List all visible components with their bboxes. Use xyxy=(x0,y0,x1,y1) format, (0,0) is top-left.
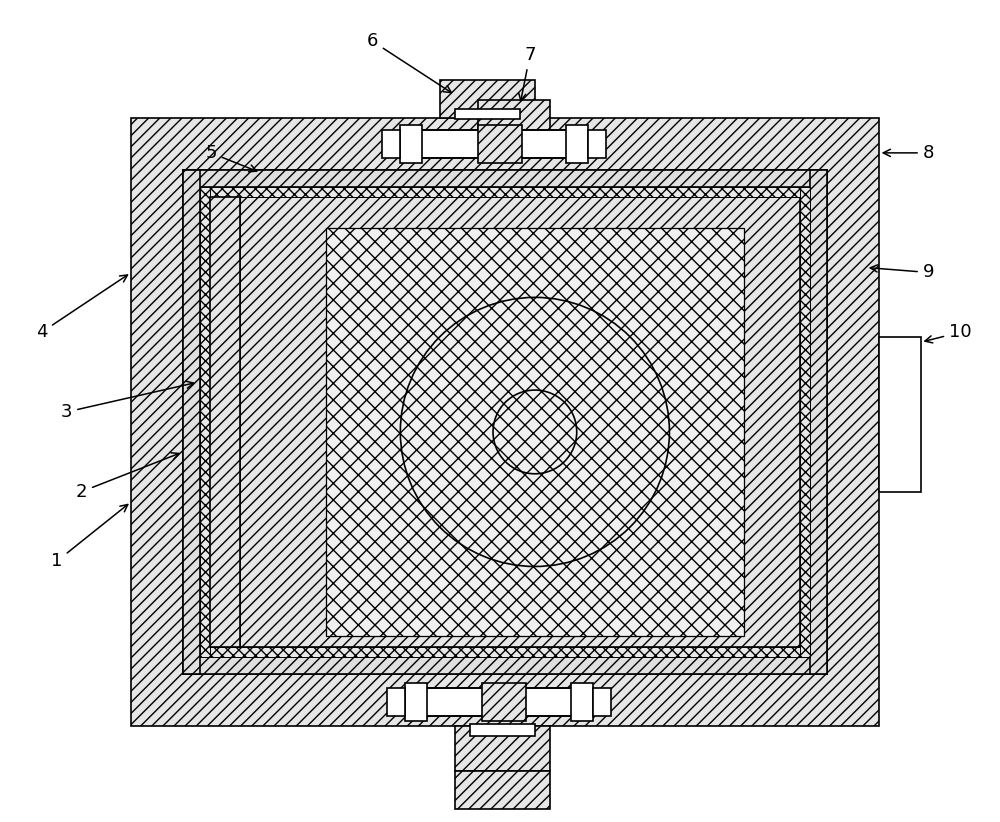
Text: 1: 1 xyxy=(51,505,128,570)
Bar xyxy=(183,657,827,674)
Text: 2: 2 xyxy=(76,453,179,501)
Bar xyxy=(200,187,810,196)
Bar xyxy=(131,118,879,726)
Text: 9: 9 xyxy=(870,264,934,281)
Bar xyxy=(382,130,400,158)
Bar xyxy=(240,196,800,647)
Bar xyxy=(440,80,535,118)
Bar xyxy=(210,196,240,647)
Text: 7: 7 xyxy=(519,46,536,100)
Bar xyxy=(183,170,827,674)
Bar xyxy=(800,187,810,657)
Bar xyxy=(566,125,588,163)
Text: 6: 6 xyxy=(367,32,451,93)
Text: 5: 5 xyxy=(205,144,257,172)
Bar xyxy=(400,125,422,163)
Bar xyxy=(455,109,520,119)
Text: 4: 4 xyxy=(36,275,128,341)
Bar xyxy=(200,647,810,657)
Text: 3: 3 xyxy=(61,381,194,421)
Bar xyxy=(478,125,522,163)
Bar xyxy=(387,688,405,716)
Text: 8: 8 xyxy=(883,144,934,162)
Bar xyxy=(405,683,427,721)
Bar xyxy=(879,337,921,492)
Bar xyxy=(588,130,606,158)
Bar xyxy=(183,170,200,674)
Bar xyxy=(400,130,588,158)
Bar xyxy=(571,683,593,721)
Bar xyxy=(455,771,550,809)
Bar xyxy=(405,688,593,716)
Bar xyxy=(478,100,550,145)
Text: 10: 10 xyxy=(925,323,972,343)
Bar xyxy=(183,170,827,187)
Bar xyxy=(482,683,526,721)
Bar xyxy=(810,170,827,674)
Bar xyxy=(200,187,210,657)
Bar xyxy=(470,724,535,736)
Bar xyxy=(455,726,550,771)
Bar xyxy=(326,228,744,636)
Bar xyxy=(593,688,611,716)
